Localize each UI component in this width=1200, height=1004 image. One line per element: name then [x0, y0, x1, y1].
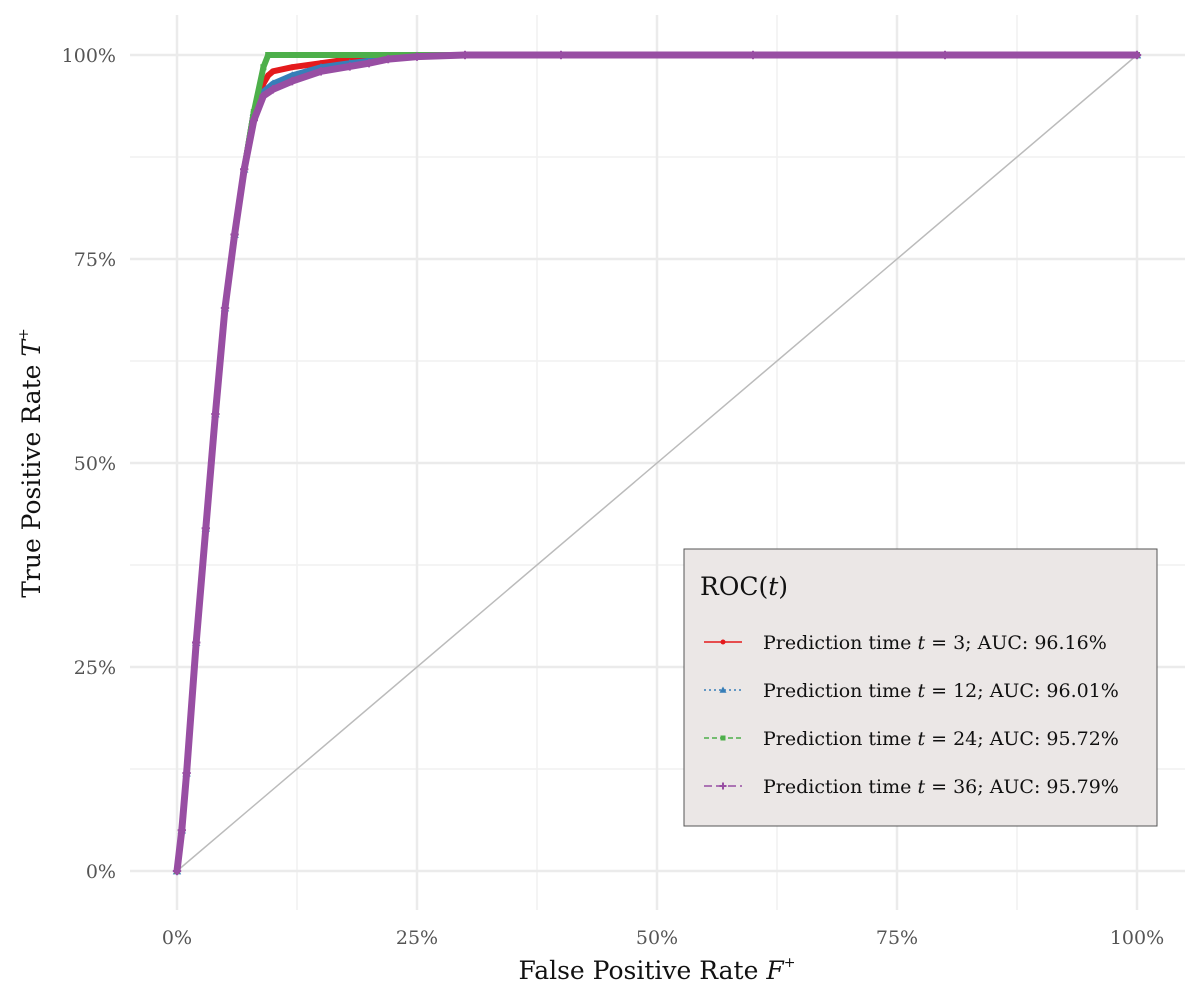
series-marker	[265, 52, 272, 58]
series-marker	[384, 54, 393, 64]
legend-entries: Prediction time t = 3; AUC: 96.16% Predic…	[704, 632, 1119, 798]
series-marker	[230, 230, 239, 239]
y-tick-label: 50%	[74, 453, 116, 475]
series-marker	[192, 638, 201, 647]
x-tick-label: 100%	[1110, 927, 1164, 949]
series-marker	[265, 72, 272, 79]
series-marker	[220, 303, 230, 313]
tick-labels: 0% 25% 50% 75% 100% 0% 25% 50% 75% 100%	[62, 45, 1164, 949]
legend-label: Prediction time t = 12; AUC: 96.01%	[763, 680, 1119, 702]
series-marker	[211, 409, 220, 419]
legend-box	[683, 548, 1158, 827]
x-tick-label: 25%	[396, 927, 438, 949]
series-lines	[172, 50, 1142, 876]
legend-entry-t3: Prediction time t = 3; AUC: 96.16%	[704, 632, 1107, 654]
y-tick-label: 0%	[86, 861, 116, 883]
x-axis-title: False Positive Rate F+	[519, 955, 796, 985]
y-axis-title: True Positive Rate T+	[16, 328, 46, 598]
series-marker	[412, 52, 422, 61]
legend-entry-t12: Prediction time t = 12; AUC: 96.01%	[704, 680, 1119, 702]
y-tick-label: 100%	[62, 45, 116, 67]
series-marker	[182, 768, 191, 778]
series-marker	[249, 116, 258, 125]
series-marker	[259, 91, 268, 100]
series-marker	[268, 85, 278, 94]
series-marker	[366, 52, 372, 58]
series-marker	[460, 50, 470, 60]
series-marker	[720, 735, 726, 741]
legend-entry-t24: Prediction time t = 24; AUC: 95.72%	[704, 728, 1119, 750]
series-marker	[364, 58, 374, 68]
series-marker	[748, 50, 758, 60]
series-marker	[719, 782, 727, 790]
legend-title: ROC(t)	[700, 572, 788, 601]
series-markers-t36	[172, 50, 1142, 876]
series-marker	[1132, 50, 1142, 60]
legend-label: Prediction time t = 3; AUC: 96.16%	[763, 632, 1107, 654]
series-marker	[172, 866, 182, 876]
series-marker	[289, 52, 296, 58]
series-marker	[260, 64, 267, 71]
reference-diagonal	[176, 54, 1138, 872]
series-marker	[719, 686, 727, 693]
series-marker	[201, 524, 210, 533]
y-tick-label: 75%	[74, 249, 116, 271]
series-marker	[270, 68, 276, 75]
x-tick-label: 50%	[636, 927, 678, 949]
series-marker	[240, 165, 249, 174]
reference-diagonal-line	[176, 54, 1138, 872]
x-tick-label: 75%	[876, 927, 918, 949]
x-tick-label: 0%	[162, 927, 192, 949]
legend-label: Prediction time t = 24; AUC: 95.72%	[763, 728, 1119, 750]
series-marker	[940, 50, 950, 60]
legend-label: Prediction time t = 36; AUC: 95.79%	[763, 776, 1119, 798]
y-tick-label: 25%	[74, 657, 116, 679]
legend: ROC(t) Prediction time t = 3; AUC: 96.16…	[683, 548, 1158, 827]
series-marker	[289, 64, 296, 71]
series-marker	[556, 50, 566, 60]
series-marker	[177, 826, 186, 835]
legend-entry-t36: Prediction time t = 36; AUC: 95.79%	[704, 776, 1119, 798]
series-marker	[288, 76, 297, 86]
series-marker	[720, 639, 726, 645]
series-marker	[316, 67, 326, 76]
series-marker	[345, 62, 354, 71]
